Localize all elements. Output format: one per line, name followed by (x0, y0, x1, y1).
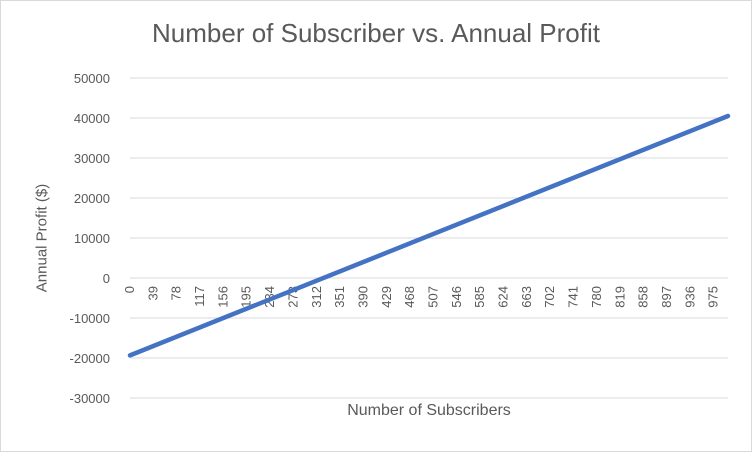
y-tick-label: 30000 (74, 151, 110, 166)
y-tick-label: 50000 (74, 71, 110, 86)
x-tick-label: 195 (239, 286, 254, 308)
y-tick-label: -10000 (70, 311, 110, 326)
series-group (127, 113, 731, 358)
series-line-0 (127, 113, 731, 358)
y-tick-label: 20000 (74, 191, 110, 206)
x-tick-label: 429 (379, 286, 394, 308)
x-tick-label: 156 (215, 286, 230, 308)
x-tick-labels: 0 39 78 117 156 195 234 273 312 351 390 429 468 507 54… (122, 286, 721, 308)
x-tick-label: 39 (145, 286, 160, 300)
x-tick-label: 663 (519, 286, 534, 308)
x-tick-label: 468 (402, 286, 417, 308)
x-tick-label: 975 (706, 286, 721, 308)
x-tick-label: 702 (542, 286, 557, 308)
x-tick-label: 780 (589, 286, 604, 308)
x-tick-label: 897 (659, 286, 674, 308)
y-tick-label: -30000 (70, 391, 110, 406)
chart-title: Number of Subscriber vs. Annual Profit (152, 18, 600, 48)
x-tick-label: 507 (425, 286, 440, 308)
x-tick-label: 117 (192, 286, 207, 307)
x-tick-label: 819 (612, 286, 627, 308)
y-tick-labels: 50000 40000 30000 20000 10000 0 -10000 -20000 -3… (70, 71, 110, 406)
x-tick-label: 624 (496, 286, 511, 308)
x-tick-label: 351 (332, 286, 347, 308)
y-tick-label: 0 (103, 271, 110, 286)
y-tick-label: -20000 (70, 351, 110, 366)
x-tick-label: 312 (309, 286, 324, 308)
x-tick-label: 585 (472, 286, 487, 308)
x-tick-label: 78 (169, 286, 184, 300)
y-tick-label: 40000 (74, 111, 110, 126)
x-tick-label: 546 (449, 286, 464, 308)
x-tick-label: 741 (566, 286, 581, 308)
x-tick-label: 858 (636, 286, 651, 308)
x-tick-label: 390 (355, 286, 370, 308)
x-axis-title: Number of Subscribers (347, 402, 511, 419)
x-tick-label: 936 (682, 286, 697, 308)
y-tick-label: 10000 (74, 231, 110, 246)
x-tick-label: 0 (122, 286, 137, 293)
